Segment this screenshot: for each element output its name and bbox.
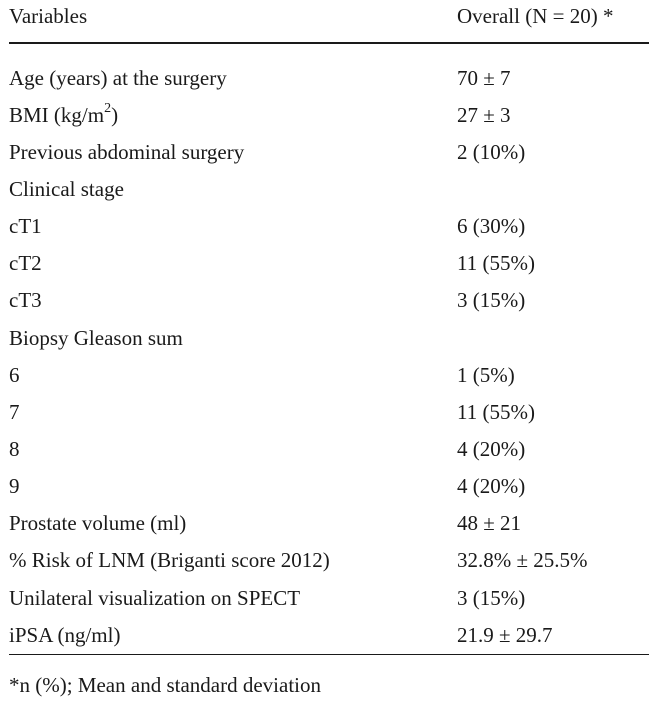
row-value: 11 (55%) bbox=[457, 251, 535, 275]
row-variable: BMI (kg/m2) bbox=[9, 101, 119, 128]
row-variable: Prostate volume (ml) bbox=[9, 511, 187, 535]
header-variables: Variables bbox=[9, 4, 88, 28]
row-value: 3 (15%) bbox=[457, 586, 526, 610]
row-value: 6 (30%) bbox=[457, 214, 526, 238]
table-row: 7 11 (55%) bbox=[9, 394, 649, 431]
row-value: 48 ± 21 bbox=[457, 511, 522, 535]
row-value: 4 (20%) bbox=[457, 474, 526, 498]
row-variable: cT3 bbox=[9, 288, 42, 312]
table-footnote: *n (%); Mean and standard deviation bbox=[9, 673, 321, 697]
row-variable: 8 bbox=[9, 437, 20, 461]
table-row: % Risk of LNM (Briganti score 2012) 32.8… bbox=[9, 542, 649, 579]
table-row: Biopsy Gleason sum bbox=[9, 320, 649, 357]
row-value: 2 (10%) bbox=[457, 140, 526, 164]
row-variable: 6 bbox=[9, 363, 20, 387]
row-value: 11 (55%) bbox=[457, 400, 535, 424]
table-row: cT1 6 (30%) bbox=[9, 208, 649, 245]
table-row: 8 4 (20%) bbox=[9, 431, 649, 468]
table-row: Unilateral visualization on SPECT 3 (15%… bbox=[9, 580, 649, 617]
table-row: cT3 3 (15%) bbox=[9, 282, 649, 319]
row-variable: Unilateral visualization on SPECT bbox=[9, 586, 301, 610]
row-variable: 7 bbox=[9, 400, 20, 424]
table-row: cT2 11 (55%) bbox=[9, 245, 649, 282]
table-row: Previous abdominal surgery 2 (10%) bbox=[9, 134, 649, 171]
row-value: 32.8% ± 25.5% bbox=[457, 548, 588, 572]
row-variable: % Risk of LNM (Briganti score 2012) bbox=[9, 548, 330, 572]
row-value: 21.9 ± 29.7 bbox=[457, 623, 553, 647]
row-value: 4 (20%) bbox=[457, 437, 526, 461]
header-overall: Overall (N = 20) * bbox=[457, 4, 614, 28]
row-value: 27 ± 3 bbox=[457, 103, 511, 127]
row-variable: Age (years) at the surgery bbox=[9, 66, 227, 90]
table-row: Prostate volume (ml) 48 ± 21 bbox=[9, 505, 649, 542]
row-variable: Previous abdominal surgery bbox=[9, 140, 245, 164]
table-row: BMI (kg/m2) 27 ± 3 bbox=[9, 97, 649, 134]
row-variable: iPSA (ng/ml) bbox=[9, 623, 121, 647]
data-table: Variables Overall (N = 20) * Age (years)… bbox=[9, 0, 649, 655]
bottom-rule bbox=[9, 654, 649, 655]
table-header: Variables Overall (N = 20) * bbox=[9, 0, 649, 40]
row-variable: 9 bbox=[9, 474, 20, 498]
table-row: 6 1 (5%) bbox=[9, 357, 649, 394]
row-value: 3 (15%) bbox=[457, 288, 526, 312]
row-value: 70 ± 7 bbox=[457, 66, 511, 90]
row-value: 1 (5%) bbox=[457, 363, 515, 387]
row-variable: cT1 bbox=[9, 214, 42, 238]
row-variable: Clinical stage bbox=[9, 177, 124, 201]
table-row: iPSA (ng/ml) 21.9 ± 29.7 bbox=[9, 617, 649, 654]
table-row: Clinical stage bbox=[9, 171, 649, 208]
table-row: 9 4 (20%) bbox=[9, 468, 649, 505]
row-variable: Biopsy Gleason sum bbox=[9, 326, 183, 350]
row-variable: cT2 bbox=[9, 251, 42, 275]
header-rule bbox=[9, 42, 649, 44]
table-row: Age (years) at the surgery 70 ± 7 bbox=[9, 60, 649, 97]
